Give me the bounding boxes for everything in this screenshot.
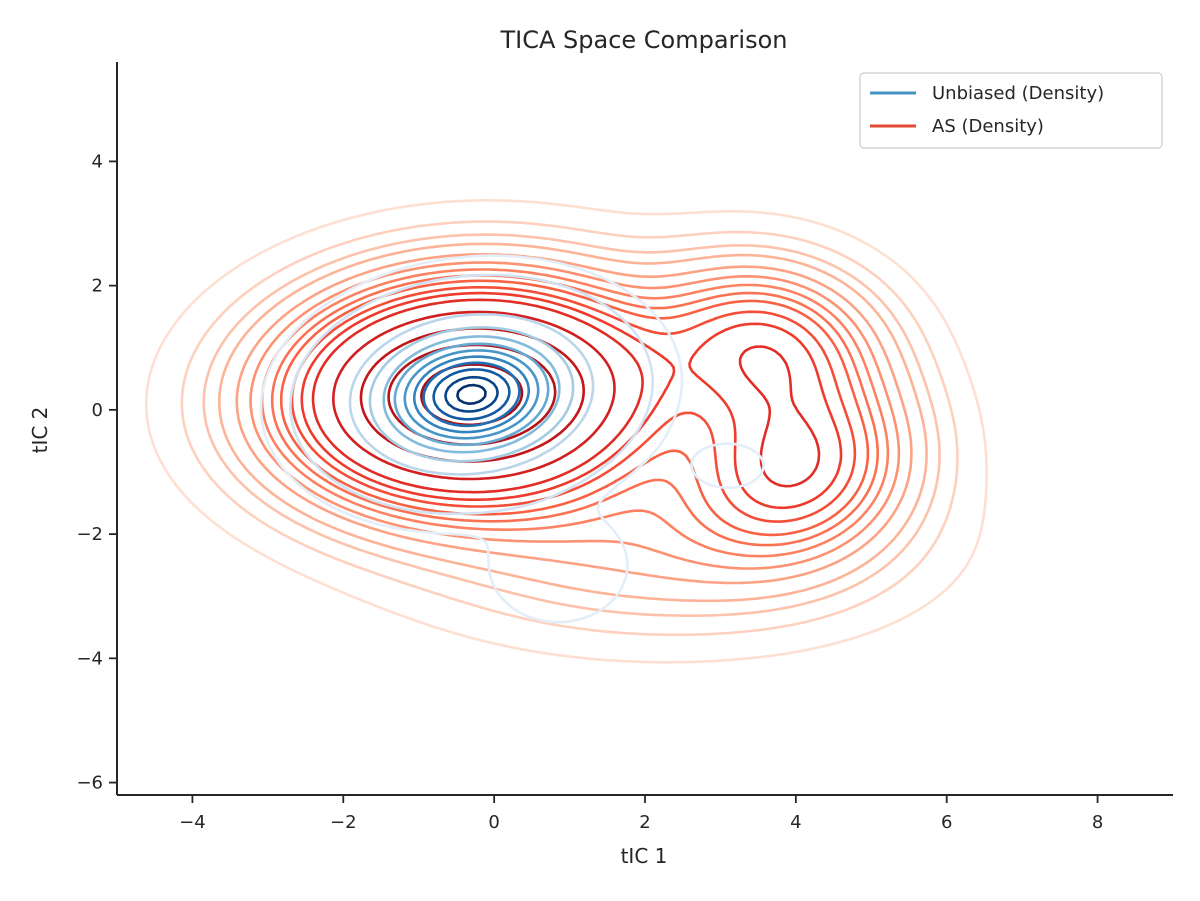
x-tick-label: 6 [941,812,952,833]
contour-level [259,254,765,624]
contour-level [348,313,595,476]
contour-level [413,355,531,434]
x-tick-label: −2 [330,812,357,833]
contour-level [368,326,575,463]
y-tick-label: −4 [76,648,103,669]
legend-label: Unbiased (Density) [932,83,1104,104]
legend-box [859,72,1163,149]
contour-level [218,242,928,603]
legend: Unbiased (Density) AS (Density) [859,72,1163,149]
contour-level [420,363,524,427]
x-tick-label: −4 [179,812,206,833]
contour-level [260,268,890,558]
contour-level [235,253,913,585]
series-unbiased-contours [259,254,765,624]
contour-level [422,361,521,428]
x-tick-label: 4 [790,812,801,833]
contour-level [180,220,959,637]
contour-level [444,375,499,413]
contour-level [403,349,540,440]
contour-level [332,310,616,481]
chart-title: TICA Space Comparison [499,26,787,54]
y-tick-label: 2 [92,276,103,297]
contour-level [382,335,561,454]
contour-level [456,383,487,405]
x-tick-label: 8 [1092,812,1103,833]
y-tick-label: −6 [76,773,103,794]
contour-level [393,342,550,447]
x-axis-label: tIC 1 [621,844,668,868]
y-tick-label: −2 [76,524,103,545]
y-tick-label: 0 [92,400,103,421]
contour-level [202,233,941,617]
contour-level [432,368,511,421]
y-axis-label: tIC 2 [28,407,52,454]
contour-level [300,291,843,510]
contour-layer [144,199,988,664]
contour-level [311,298,821,494]
contour-level [144,199,988,664]
contour-level [289,273,654,515]
contour-level [270,274,879,547]
contour-level [279,279,870,537]
legend-label: AS (Density) [932,116,1044,137]
series-as-contours [144,199,988,664]
contour-level [290,286,857,523]
y-tick-label: 4 [92,151,103,172]
x-tick-label: 0 [488,812,499,833]
axes: −4 −2 0 2 4 6 8 −6 −4 −2 0 2 4 [76,62,1173,833]
x-tick-label: 2 [639,812,650,833]
